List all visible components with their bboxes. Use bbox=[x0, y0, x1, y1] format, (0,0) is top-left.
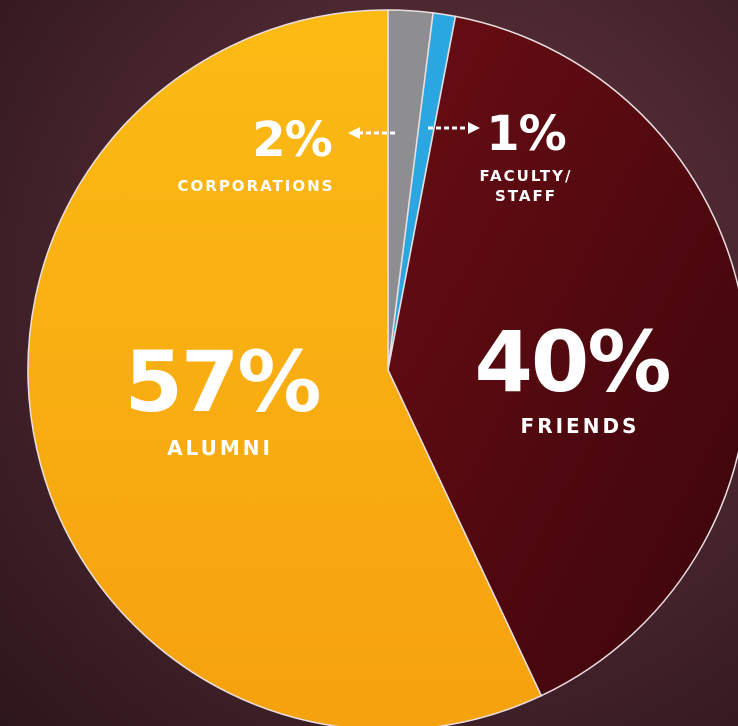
value-label: 1% bbox=[486, 106, 566, 162]
category-label: CORPORATIONS bbox=[177, 176, 335, 195]
pie-slice bbox=[387, 15, 738, 697]
category-label: FRIENDS bbox=[520, 414, 640, 438]
value-label: 57% bbox=[124, 333, 321, 431]
pie bbox=[27, 9, 738, 726]
value-label: 2% bbox=[252, 112, 332, 168]
category-label: ALUMNI bbox=[167, 436, 273, 460]
value-label: 40% bbox=[474, 313, 671, 411]
arrow-head bbox=[348, 127, 360, 139]
arrows bbox=[348, 122, 480, 139]
category-label: FACULTY/ STAFF bbox=[479, 166, 573, 205]
pie-slice bbox=[27, 9, 543, 726]
arrow-head bbox=[468, 122, 480, 134]
